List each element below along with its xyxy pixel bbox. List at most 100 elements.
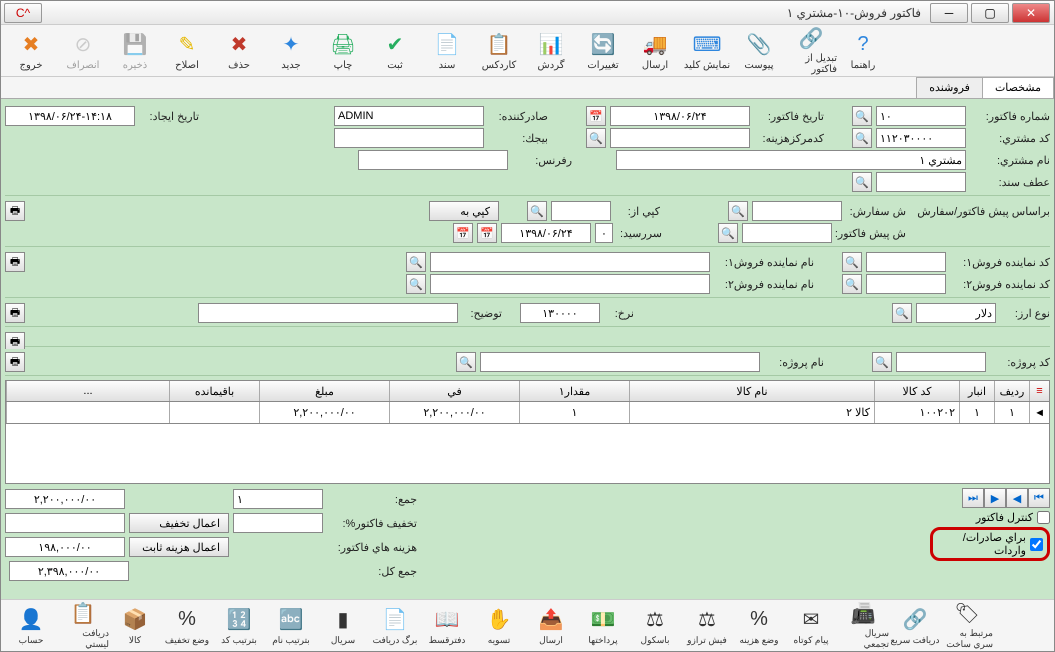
payments-button[interactable]: 💵پرداختها (577, 602, 629, 649)
edit-button[interactable]: ✎اصلاح (161, 27, 213, 74)
order-no-input[interactable] (752, 201, 842, 221)
save-button[interactable]: 💾ذخيره (109, 27, 161, 74)
rate-input[interactable] (520, 303, 600, 323)
cost-set-button[interactable]: %وضع هزينه (733, 602, 785, 649)
discount-set-button[interactable]: %وضع تخفيف (161, 602, 213, 649)
doc-ref-input[interactable] (876, 172, 966, 192)
settle-button[interactable]: ✋تسويه (473, 602, 525, 649)
print-icon-3[interactable]: 🖶 (5, 303, 25, 323)
fast-receive-button[interactable]: 🔗دريافت سريع (889, 602, 941, 649)
delete-button[interactable]: ✖حذف (213, 27, 265, 74)
pre-invoice-input[interactable] (742, 223, 832, 243)
grid-menu-icon[interactable]: ≡ (1029, 381, 1049, 401)
due-calendar-icon[interactable]: 📅 (477, 223, 497, 243)
exit-button[interactable]: ✖خروج (5, 27, 57, 74)
series-link-button[interactable]: 🏷مرتبط به سري ساخت (941, 602, 993, 649)
short-msg-button[interactable]: ✉پيام کوتاه (785, 602, 837, 649)
help-button[interactable]: ?راهنما (837, 27, 889, 74)
project-search-icon[interactable]: 🔍 (872, 352, 892, 372)
invoice-no-search-icon[interactable]: 🔍 (852, 106, 872, 126)
desc-input[interactable] (198, 303, 458, 323)
new-button[interactable]: ✦جديد (265, 27, 317, 74)
pre-invoice-search-icon[interactable]: 🔍 (718, 223, 738, 243)
currency-search-icon[interactable]: 🔍 (892, 303, 912, 323)
customer-name-label: نام مشتري: (970, 154, 1050, 167)
rep1-name-input[interactable] (430, 252, 710, 272)
due-date-input[interactable] (501, 223, 591, 243)
customer-search-icon[interactable]: 🔍 (852, 128, 872, 148)
send2-button[interactable]: 📤ارسال (525, 602, 577, 649)
print-button[interactable]: 🖨چاپ (317, 27, 369, 74)
calendar-icon[interactable]: 📅 (586, 106, 606, 126)
copy-from-input[interactable] (551, 201, 611, 221)
rep2-search-icon[interactable]: 🔍 (842, 274, 862, 294)
register-button[interactable]: ✔ثبت (369, 27, 421, 74)
minimize-button[interactable]: ─ (930, 3, 968, 23)
rep1-code-input[interactable] (866, 252, 946, 272)
invoice-no-input[interactable] (876, 106, 966, 126)
nav-first[interactable]: ⏮ (1028, 488, 1050, 508)
convert-button[interactable]: 🔗تبديل از فاکتور (785, 27, 837, 74)
apply-disc-button[interactable]: اعمال تخفيف (129, 513, 229, 533)
invoice-date-input[interactable] (610, 106, 750, 126)
serial-button[interactable]: ▮سريال (317, 602, 369, 649)
customer-name-input[interactable] (616, 150, 966, 170)
account-button[interactable]: 👤حساب (5, 602, 57, 649)
cost-center-input[interactable] (610, 128, 750, 148)
nav-buttons: ⏮ ◀ ▶ ⏭ (930, 488, 1050, 508)
bijak-input[interactable] (334, 128, 484, 148)
order-search-icon[interactable]: 🔍 (728, 201, 748, 221)
project-name-search-icon[interactable]: 🔍 (456, 352, 476, 372)
flow-button[interactable]: 📊گردش (525, 27, 577, 74)
customer-code-input[interactable] (876, 128, 966, 148)
balance-fish-button[interactable]: ⚖فيش ترازو (681, 602, 733, 649)
agg-serial-button[interactable]: 📠سريال تجمعي (837, 602, 889, 649)
send-button[interactable]: 🚚ارسال (629, 27, 681, 74)
tab-specs[interactable]: مشخصات (982, 77, 1054, 98)
due-days-input[interactable] (595, 223, 613, 243)
cost-center-search-icon[interactable]: 🔍 (586, 128, 606, 148)
rep2-name-input[interactable] (430, 274, 710, 294)
currency-input[interactable] (916, 303, 996, 323)
copy-from-search-icon[interactable]: 🔍 (527, 201, 547, 221)
goods-button[interactable]: 📦کالا (109, 602, 161, 649)
ctrl-invoice-check[interactable] (1037, 511, 1050, 524)
copy-to-button[interactable]: کپي به (429, 201, 499, 221)
changes-button[interactable]: 🔄تغييرات (577, 27, 629, 74)
due-clear-icon[interactable]: 📅 (453, 223, 473, 243)
col-more[interactable]: ... (6, 381, 169, 401)
maximize-button[interactable]: ▢ (971, 3, 1009, 23)
nav-prev[interactable]: ◀ (1006, 488, 1028, 508)
rep1-search-icon[interactable]: 🔍 (842, 252, 862, 272)
kardex-button[interactable]: 📋کاردکس (473, 27, 525, 74)
project-name-input[interactable] (480, 352, 760, 372)
grid-row[interactable]: ◄ ۱ ۱ ۱۰۰۲۰۲ کالا ۲ ۱ ۲,۲۰۰,۰۰۰/۰۰ ۲,۲۰۰… (5, 402, 1050, 424)
nav-last[interactable]: ⏭ (962, 488, 984, 508)
doc-ref-search-icon[interactable]: 🔍 (852, 172, 872, 192)
apply-cost-button[interactable]: اعمال هزينه ثابت (129, 537, 229, 557)
document-button[interactable]: 📄سند (421, 27, 473, 74)
ledger-button[interactable]: 📖دفترقسط (421, 602, 473, 649)
nav-next[interactable]: ▶ (984, 488, 1006, 508)
list-receive-button[interactable]: 📋دريافت ليستي (57, 602, 109, 649)
receipt-sheet-button[interactable]: 📄برگ دريافت (369, 602, 421, 649)
export-check[interactable] (1030, 538, 1043, 551)
print-icon-5[interactable]: 🖶 (5, 352, 25, 372)
print-icon-1[interactable]: 🖶 (5, 201, 25, 221)
print-icon-2[interactable]: 🖶 (5, 252, 25, 272)
tab-seller[interactable]: فروشنده (916, 77, 983, 98)
rep2-code-input[interactable] (866, 274, 946, 294)
disc-val-input[interactable] (5, 513, 125, 533)
disc-pct-input[interactable] (233, 513, 323, 533)
attach-button[interactable]: 📎پيوست (733, 27, 785, 74)
keyboard-button[interactable]: ⌨نمايش کليد (681, 27, 733, 74)
reference-input[interactable] (358, 150, 508, 170)
sort-code-button[interactable]: 🔢بترتيب کد (213, 602, 265, 649)
rep1-name-search-icon[interactable]: 🔍 (406, 252, 426, 272)
close-button[interactable]: ✕ (1012, 3, 1050, 23)
scale-button[interactable]: ⚖باسکول (629, 602, 681, 649)
sort-name-button[interactable]: 🔤بترتيب نام (265, 602, 317, 649)
project-code-input[interactable] (896, 352, 986, 372)
rep2-name-search-icon[interactable]: 🔍 (406, 274, 426, 294)
cancel-button[interactable]: ⊘انصراف (57, 27, 109, 74)
